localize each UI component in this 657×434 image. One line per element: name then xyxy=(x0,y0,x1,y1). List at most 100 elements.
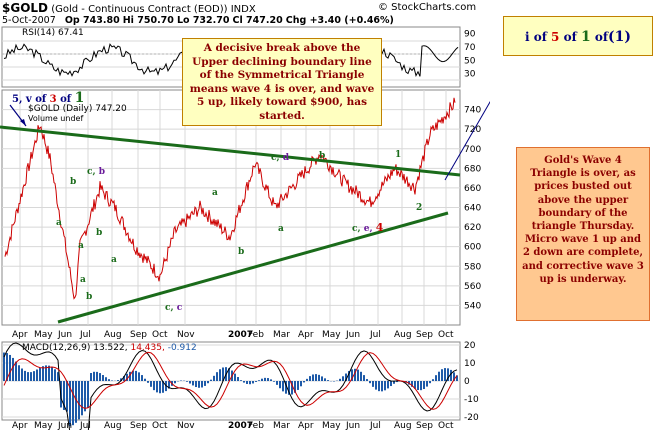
label-b-2: b xyxy=(86,292,93,302)
upper-trendline xyxy=(0,125,461,177)
price-tick-label: 740 xyxy=(464,106,481,116)
month-label-bottom: May xyxy=(34,421,53,430)
price-tick-label: 700 xyxy=(464,145,481,155)
trn-b: 5 xyxy=(551,30,560,44)
macd-hist-bar xyxy=(300,381,302,387)
month-label: Jul xyxy=(79,330,91,340)
macd-legend-v2: 14.435, xyxy=(130,343,165,353)
macd-hist-bar xyxy=(108,379,110,381)
macd-hist-bar xyxy=(102,375,104,381)
macd-hist-bar xyxy=(3,352,5,381)
macd-hist-bar xyxy=(348,371,350,381)
macd-hist-bar xyxy=(99,373,101,381)
volume-legend: Volume undef xyxy=(28,114,84,123)
pointer-arrow-right xyxy=(444,101,490,181)
macd-hist-bar xyxy=(324,378,326,381)
macd-hist-bar xyxy=(345,373,347,381)
macd-hist-bar xyxy=(78,381,80,420)
macd-hist-bar xyxy=(180,380,182,381)
macd-hist-bar xyxy=(246,381,248,384)
month-label: Jun xyxy=(345,330,360,340)
macd-hist-bar xyxy=(96,371,98,381)
macd-hist-bar xyxy=(339,378,341,381)
macd-tick-label: 20 xyxy=(464,341,476,351)
month-label-bottom: Feb xyxy=(248,421,264,430)
watermark: © StockCharts.com xyxy=(378,2,477,13)
macd-hist-bar xyxy=(18,365,20,381)
rsi-tick-label: 70 xyxy=(464,43,476,53)
macd-legend-v3: -0.912 xyxy=(167,343,197,353)
price-tick-label: 620 xyxy=(464,223,481,233)
macd-hist-bar xyxy=(276,381,278,385)
macd-legend-prefix: MACD(12,26,9) xyxy=(22,343,91,353)
macd-hist-bar xyxy=(24,370,26,381)
quote-change: Chg +3.40 (+0.46%) xyxy=(285,15,394,26)
arrow-head-left xyxy=(20,119,26,126)
macd-hist-bar xyxy=(27,372,29,381)
label-a-4: a xyxy=(111,255,117,265)
symbol: $GOLD xyxy=(2,1,49,15)
price-tick-label: 580 xyxy=(464,262,481,272)
macd-hist-bar xyxy=(30,372,32,381)
macd-hist-bar xyxy=(33,371,35,381)
month-label-bottom: Mar xyxy=(273,421,290,430)
macd-hist-bar xyxy=(222,367,224,381)
macd-hist-bar xyxy=(270,379,272,381)
label-b-5: b xyxy=(238,247,245,257)
month-label: Feb xyxy=(248,330,264,340)
month-label: Oct xyxy=(152,330,168,340)
month-label: Apr xyxy=(298,330,314,340)
macd-hist-bar xyxy=(150,381,152,387)
macd-hist-bar xyxy=(51,366,53,381)
macd-line xyxy=(3,342,458,430)
macd-hist-bar xyxy=(39,367,41,381)
macd-hist-bar xyxy=(129,371,131,381)
macd-hist-bar xyxy=(126,373,128,381)
macd-hist-bar xyxy=(132,370,134,381)
macd-legend-v1: 13.522, xyxy=(93,343,128,353)
macd-hist-bar xyxy=(57,372,59,381)
month-label: Apr xyxy=(12,330,28,340)
macd-hist-bar xyxy=(210,379,212,381)
label-b-1: b xyxy=(70,177,77,187)
month-label-bottom: Jun xyxy=(345,421,360,430)
month-label: Nov xyxy=(177,330,195,340)
month-label-bottom: Oct xyxy=(438,421,454,430)
macd-hist-bar xyxy=(138,372,140,381)
macd-hist-bar xyxy=(147,381,149,383)
month-label: Oct xyxy=(438,330,454,340)
label-c-4: c, xyxy=(271,153,283,163)
macd-hist-bar xyxy=(285,381,287,394)
macd-hist-bar xyxy=(195,381,197,388)
macd-hist-bar xyxy=(243,381,245,383)
label-cb: c, b xyxy=(87,167,105,177)
month-label-bottom: Apr xyxy=(298,421,314,430)
price-tick-label: 640 xyxy=(464,204,481,214)
macd-hist-bar xyxy=(159,381,161,394)
label-c-5: c, xyxy=(352,224,364,234)
label-a-3: a xyxy=(80,275,86,285)
month-label-bottom: Aug xyxy=(394,421,412,430)
label-c-1: c, xyxy=(87,167,99,177)
macd-hist-bar xyxy=(273,381,275,382)
macd-hist-bar xyxy=(306,378,308,381)
rsi-legend: RSI(14) 67.41 xyxy=(22,28,84,38)
price-tick-label: 680 xyxy=(464,164,481,174)
center-note: A decisive break above the Upper declini… xyxy=(182,38,382,126)
month-label: Aug xyxy=(394,330,412,340)
macd-hist-bar xyxy=(9,354,11,381)
month-label-bottom: Jul xyxy=(79,421,91,430)
month-label: Mar xyxy=(273,330,290,340)
macd-hist-bar xyxy=(135,370,137,381)
macd-hist-bar xyxy=(354,368,356,381)
trn-a: i of xyxy=(524,30,552,44)
macd-hist-bar xyxy=(198,381,200,388)
exchange: INDX xyxy=(230,4,256,15)
label-2: 2 xyxy=(416,203,423,213)
macd-hist-bar xyxy=(426,381,428,387)
quote-open: Op 743.80 xyxy=(64,15,120,26)
macd-hist-bar xyxy=(342,376,344,381)
macd-hist-bar xyxy=(384,381,386,391)
month-label: Aug xyxy=(104,330,122,340)
macd-hist-bar xyxy=(435,375,437,381)
